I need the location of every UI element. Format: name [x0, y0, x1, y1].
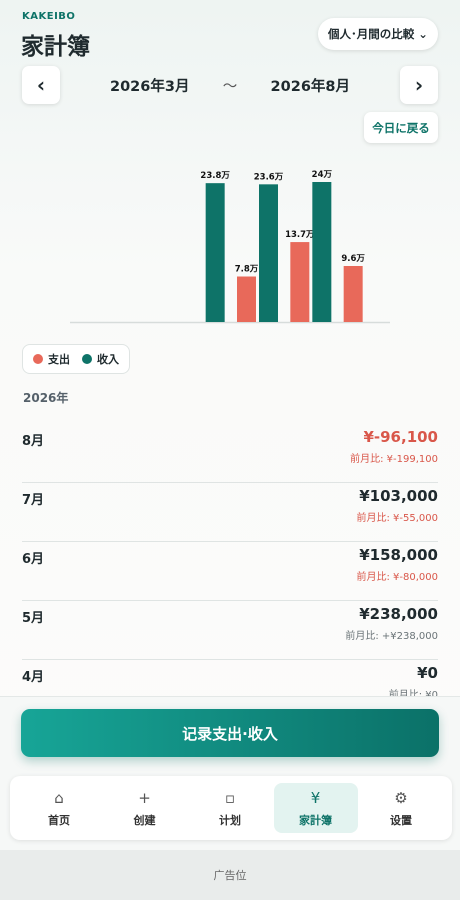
mode-label: 個人･月間の比較	[328, 27, 415, 41]
amount: ¥-96,100	[363, 428, 438, 446]
legend-item: 收入	[82, 351, 119, 367]
bar	[290, 242, 310, 322]
compare: 前月比: ¥0	[388, 690, 438, 696]
legend-label: 收入	[97, 353, 119, 366]
next-icon: ›	[414, 73, 424, 97]
tab-icon: ¥	[310, 789, 321, 807]
chart: 7.8万 13.7万 9.6万 23.8万 23.6万 24万	[70, 170, 390, 324]
next-button[interactable]: ›	[400, 66, 438, 104]
compare: 前月比: ¥-55,000	[356, 513, 438, 524]
tab-icon: ▫	[224, 789, 236, 807]
bar	[312, 182, 332, 322]
month: 5月	[22, 611, 45, 626]
tab-label: 设置	[390, 814, 412, 827]
range-start: 2026年3月	[110, 79, 190, 95]
legend: 支出 收入	[22, 344, 130, 374]
data-label: 23.6万	[254, 172, 284, 182]
range-separator: 〜	[222, 79, 238, 95]
compare: 前月比: ¥-199,100	[350, 454, 438, 465]
year-label: 2026年	[23, 391, 69, 405]
today-button[interactable]: 今日に戻る	[364, 112, 438, 143]
compare: 前月比: +¥238,000	[345, 631, 438, 642]
tab[interactable]: ⌂ 首页	[17, 783, 101, 833]
tab[interactable]: ¥ 家計簿	[273, 783, 358, 833]
compare: 前月比: ¥-80,000	[356, 572, 438, 583]
month-row[interactable]: 7月 ¥103,000 前月比: ¥-55,000	[22, 482, 438, 542]
month-row[interactable]: 8月 ¥-96,100 前月比: ¥-199,100	[22, 423, 438, 483]
amount: ¥238,000	[359, 605, 438, 623]
month-row[interactable]: 5月 ¥238,000 前月比: +¥238,000	[22, 600, 438, 660]
tab-icon: ⌂	[54, 789, 64, 807]
record-label: 记录支出·收入	[182, 724, 278, 743]
data-label: 13.7万	[285, 230, 315, 240]
ad-slot: 广告位	[0, 850, 460, 900]
tab-label: 家計簿	[299, 814, 332, 827]
mode-select[interactable]: 個人･月間の比較 ⌄	[318, 18, 438, 50]
amount: ¥0	[417, 664, 438, 682]
record-button[interactable]: 记录支出·收入	[21, 709, 439, 757]
legend-item: 支出	[33, 351, 70, 367]
range-end: 2026年8月	[270, 79, 350, 95]
tab-bar: ⌂ 首页 + 创建 ▫ 计划 ¥ 家計簿 ⚙ 设置	[10, 776, 452, 840]
tab-label: 计划	[219, 814, 241, 827]
bar	[205, 183, 225, 322]
tab-icon: +	[138, 789, 151, 807]
bar	[343, 266, 363, 322]
prev-icon: ‹	[36, 73, 46, 97]
page-title: 家計簿	[21, 34, 90, 60]
legend-label: 支出	[48, 353, 70, 366]
month: 4月	[22, 670, 45, 685]
tab-icon: ⚙	[394, 789, 408, 807]
date-range: 2026年3月 〜 2026年8月	[110, 75, 350, 96]
month: 8月	[22, 434, 45, 449]
tab-label: 首页	[48, 814, 70, 827]
ad-label: 广告位	[213, 869, 247, 882]
month-list: 2026年 8月 ¥-96,100 前月比: ¥-199,100 7月 ¥103,000…	[0, 380, 460, 696]
data-label: 9.6万	[341, 254, 365, 264]
today-label: 今日に戻る	[372, 120, 430, 135]
month-row[interactable]: 4月 ¥0 前月比: ¥0	[22, 659, 438, 696]
tab-label: 创建	[133, 814, 156, 827]
tab[interactable]: ⚙ 设置	[359, 783, 443, 833]
mode-icon: ⌄	[418, 27, 428, 41]
amount: ¥103,000	[359, 487, 438, 505]
amount: ¥158,000	[359, 546, 438, 564]
data-label: 7.8万	[235, 265, 259, 275]
tab[interactable]: + 创建	[103, 783, 187, 833]
legend-swatch	[33, 354, 43, 364]
data-label: 23.8万	[200, 171, 230, 181]
month: 6月	[22, 552, 45, 567]
month: 7月	[22, 493, 45, 508]
tab[interactable]: ▫ 计划	[188, 783, 272, 833]
bar	[237, 276, 256, 322]
legend-swatch	[82, 354, 92, 364]
month-row[interactable]: 6月 ¥158,000 前月比: ¥-80,000	[22, 541, 438, 601]
brand: KAKEIBO	[22, 11, 76, 22]
prev-button[interactable]: ‹	[22, 66, 60, 104]
bar	[259, 184, 278, 322]
data-label: 24万	[312, 170, 333, 180]
